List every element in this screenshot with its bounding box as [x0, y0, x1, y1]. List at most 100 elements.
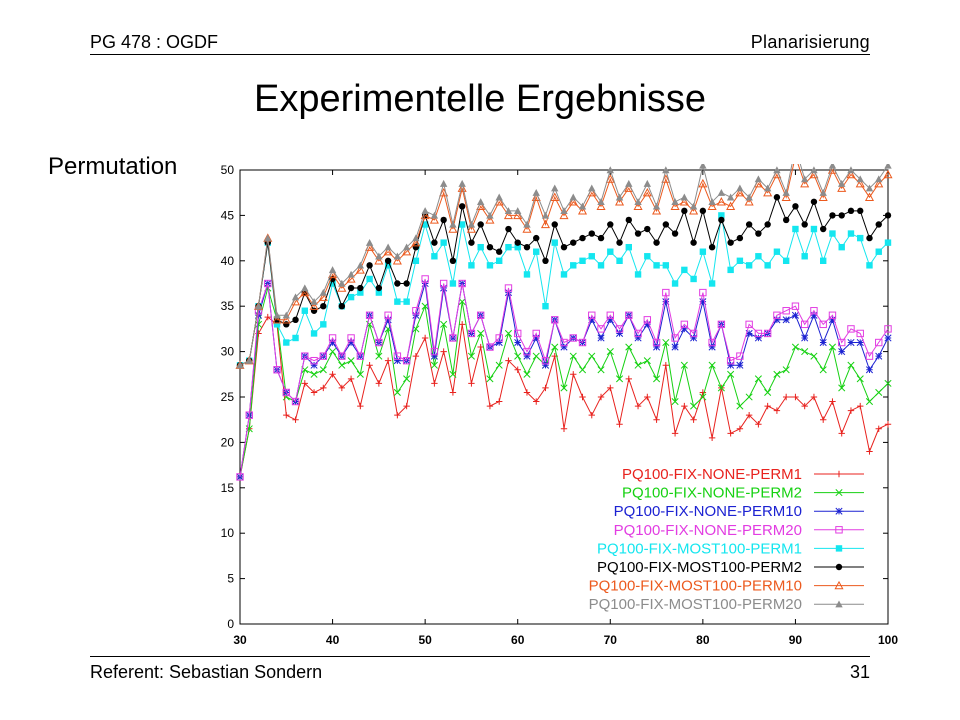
data-point	[681, 266, 688, 274]
data-point	[884, 379, 892, 387]
data-point	[366, 262, 373, 269]
data-point	[439, 179, 448, 187]
data-point	[857, 234, 864, 242]
data-point	[505, 357, 512, 364]
legend-marker	[835, 507, 843, 515]
data-point	[550, 192, 560, 201]
data-point	[820, 416, 827, 423]
data-point	[412, 307, 420, 315]
data-point	[615, 375, 624, 383]
data-point	[745, 221, 753, 228]
data-point	[291, 397, 300, 406]
data-point	[662, 288, 670, 297]
data-point	[486, 375, 494, 383]
data-point	[792, 225, 799, 233]
data-point	[559, 210, 569, 220]
data-point	[458, 221, 466, 228]
x-tick-label: 30	[233, 633, 247, 647]
data-point	[607, 384, 614, 392]
data-point	[866, 448, 873, 455]
data-point	[394, 280, 401, 287]
data-point	[421, 279, 429, 288]
data-point	[273, 366, 281, 374]
data-point	[254, 320, 263, 328]
data-point	[533, 398, 540, 405]
data-point	[847, 230, 855, 237]
data-point	[820, 225, 827, 233]
data-point	[773, 311, 781, 319]
data-point	[828, 316, 837, 324]
data-point	[681, 402, 688, 410]
data-point	[837, 183, 847, 192]
data-point	[615, 325, 624, 333]
data-point	[800, 320, 809, 329]
data-point	[680, 193, 689, 201]
data-point	[486, 402, 494, 410]
series-pq100-fix-most100-perm1	[236, 212, 892, 369]
data-point	[283, 411, 290, 419]
data-point	[440, 284, 448, 292]
data-point	[449, 389, 457, 396]
data-point	[634, 271, 642, 278]
data-point	[560, 343, 568, 351]
data-point	[495, 338, 503, 347]
data-point	[736, 234, 744, 242]
data-point	[708, 198, 716, 205]
data-point	[588, 230, 595, 237]
data-point	[754, 375, 762, 383]
data-point	[375, 289, 383, 296]
data-point	[383, 246, 393, 256]
data-point	[708, 243, 716, 251]
data-point	[338, 384, 346, 392]
data-point	[782, 216, 790, 224]
data-point	[430, 361, 438, 369]
data-point	[838, 348, 846, 356]
data-point	[653, 343, 661, 351]
data-point	[523, 352, 531, 360]
data-point	[690, 402, 698, 410]
data-point	[431, 380, 438, 387]
data-point	[513, 210, 523, 220]
data-point	[588, 311, 596, 319]
data-point	[662, 221, 670, 228]
data-point	[718, 216, 725, 224]
data-point	[717, 189, 726, 196]
data-point	[671, 280, 679, 287]
data-point	[856, 329, 864, 338]
data-point	[680, 361, 688, 369]
x-tick-label: 100	[878, 633, 898, 647]
data-point	[736, 352, 744, 360]
data-point	[236, 473, 244, 481]
data-point	[625, 243, 632, 251]
data-point	[828, 343, 837, 351]
data-point	[496, 398, 503, 405]
data-point	[375, 252, 383, 260]
data-point	[542, 303, 549, 310]
data-point	[283, 321, 290, 328]
data-point	[754, 329, 763, 338]
data-point	[503, 210, 513, 220]
x-tick-label: 40	[326, 633, 340, 647]
data-point	[588, 316, 596, 324]
data-point	[653, 416, 660, 423]
data-point	[236, 361, 244, 369]
data-point	[588, 411, 595, 419]
data-point	[347, 284, 355, 292]
data-point	[810, 225, 818, 233]
data-point	[310, 330, 318, 337]
data-point	[745, 262, 753, 269]
data-point	[449, 257, 457, 264]
data-point	[644, 225, 651, 233]
data-point	[708, 434, 716, 442]
data-point	[782, 189, 790, 196]
legend-label: PQ100-FIX-NONE-PERM10	[614, 503, 802, 520]
data-point	[514, 329, 522, 338]
data-point	[745, 193, 753, 201]
data-point	[532, 334, 540, 342]
series-pq100-fix-none-perm2	[236, 284, 892, 481]
data-point	[681, 207, 688, 215]
data-point	[402, 356, 411, 365]
data-point	[781, 192, 791, 201]
x-tick-label: 90	[789, 633, 803, 647]
data-point	[440, 348, 447, 355]
